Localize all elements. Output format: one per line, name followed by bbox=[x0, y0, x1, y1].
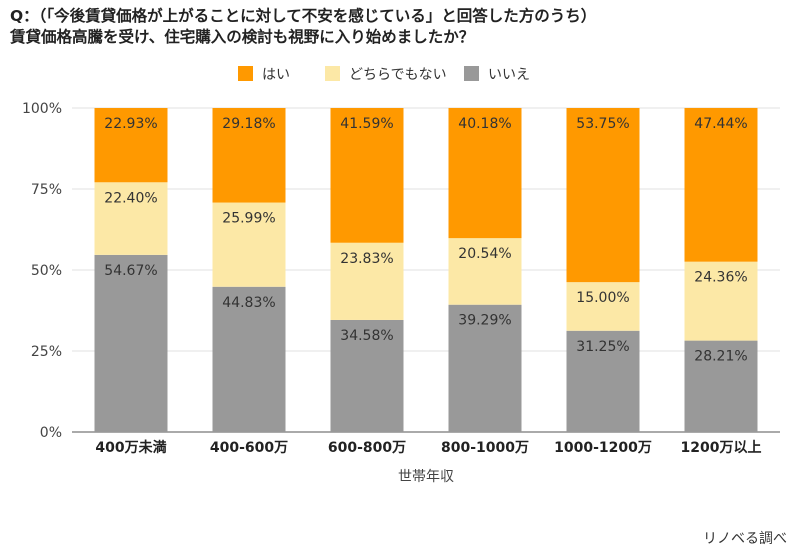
data-label-iie: 34.58% bbox=[340, 328, 393, 344]
bar-segment-hai bbox=[448, 107, 522, 239]
data-label-dochiratemonai: 20.54% bbox=[458, 246, 511, 262]
legend-label: はい bbox=[262, 67, 290, 83]
data-label-iie: 54.67% bbox=[104, 263, 157, 279]
data-label-iie: 31.25% bbox=[576, 339, 629, 355]
bar-segment-iie bbox=[212, 286, 286, 432]
x-tick-label: 800-1000万 bbox=[441, 440, 529, 456]
bar-segment-hai bbox=[684, 107, 758, 262]
data-label-hai: 41.59% bbox=[340, 116, 393, 132]
legend-swatch bbox=[238, 66, 253, 81]
x-tick-label: 400-600万 bbox=[210, 440, 288, 456]
bar-segment-hai bbox=[330, 108, 404, 243]
data-label-dochiratemonai: 24.36% bbox=[694, 270, 747, 286]
y-tick-label: 0% bbox=[40, 425, 62, 441]
data-label-hai: 47.44% bbox=[694, 116, 747, 132]
bar-segment-dochiratemonai bbox=[212, 202, 286, 287]
bar-segment-hai bbox=[566, 108, 640, 283]
x-tick-label: 1200万以上 bbox=[681, 440, 762, 456]
x-axis-title: 世帯年収 bbox=[398, 469, 454, 485]
bar-segment-iie bbox=[448, 304, 522, 432]
data-label-hai: 22.93% bbox=[104, 116, 157, 132]
chart-title: Q：（「今後賃貸価格が上がることに対して不安を感じている」と回答した方のうち） … bbox=[10, 6, 790, 48]
data-label-iie: 39.29% bbox=[458, 313, 511, 329]
bar-segment-dochiratemonai bbox=[94, 182, 168, 255]
data-label-hai: 53.75% bbox=[576, 116, 629, 132]
bar-segment-dochiratemonai bbox=[330, 242, 404, 320]
data-label-dochiratemonai: 15.00% bbox=[576, 290, 629, 306]
bar-segment-dochiratemonai bbox=[566, 282, 640, 331]
data-label-iie: 28.21% bbox=[694, 349, 747, 365]
y-tick-label: 75% bbox=[31, 182, 62, 198]
y-tick-label: 25% bbox=[31, 344, 62, 360]
y-tick-label: 100% bbox=[22, 101, 62, 117]
legend-label: いいえ bbox=[488, 67, 530, 83]
bar-segment-dochiratemonai bbox=[684, 261, 758, 341]
legend-label: どちらでもない bbox=[349, 67, 447, 83]
data-label-hai: 29.18% bbox=[222, 116, 275, 132]
chart-title-line-1: Q：（「今後賃貸価格が上がることに対して不安を感じている」と回答した方のうち） bbox=[10, 7, 597, 25]
y-tick-label: 50% bbox=[31, 263, 62, 279]
data-label-dochiratemonai: 23.83% bbox=[340, 251, 393, 267]
bar-segment-iie bbox=[330, 319, 404, 432]
x-tick-label: 400万未満 bbox=[95, 439, 166, 456]
x-tick-label: 1000-1200万 bbox=[554, 440, 652, 456]
bar-segment-iie bbox=[684, 340, 758, 432]
x-tick-label: 600-800万 bbox=[328, 440, 406, 456]
source-credit: リノベる調べ bbox=[703, 531, 787, 547]
bar-segment-hai bbox=[94, 108, 168, 183]
bar-segment-hai bbox=[212, 108, 286, 203]
data-label-iie: 44.83% bbox=[222, 295, 275, 311]
chart-title-line-2: 賃貸価格高騰を受け、住宅購入の検討も視野に入り始めましたか？ bbox=[10, 28, 475, 46]
legend-swatch bbox=[464, 66, 479, 81]
bar-segment-iie bbox=[94, 254, 168, 432]
data-label-hai: 40.18% bbox=[458, 116, 511, 132]
legend-swatch bbox=[325, 66, 340, 81]
bar-segment-iie bbox=[566, 330, 640, 432]
bar-segment-dochiratemonai bbox=[448, 238, 522, 305]
data-label-dochiratemonai: 22.40% bbox=[104, 190, 157, 206]
data-label-dochiratemonai: 25.99% bbox=[222, 211, 275, 227]
